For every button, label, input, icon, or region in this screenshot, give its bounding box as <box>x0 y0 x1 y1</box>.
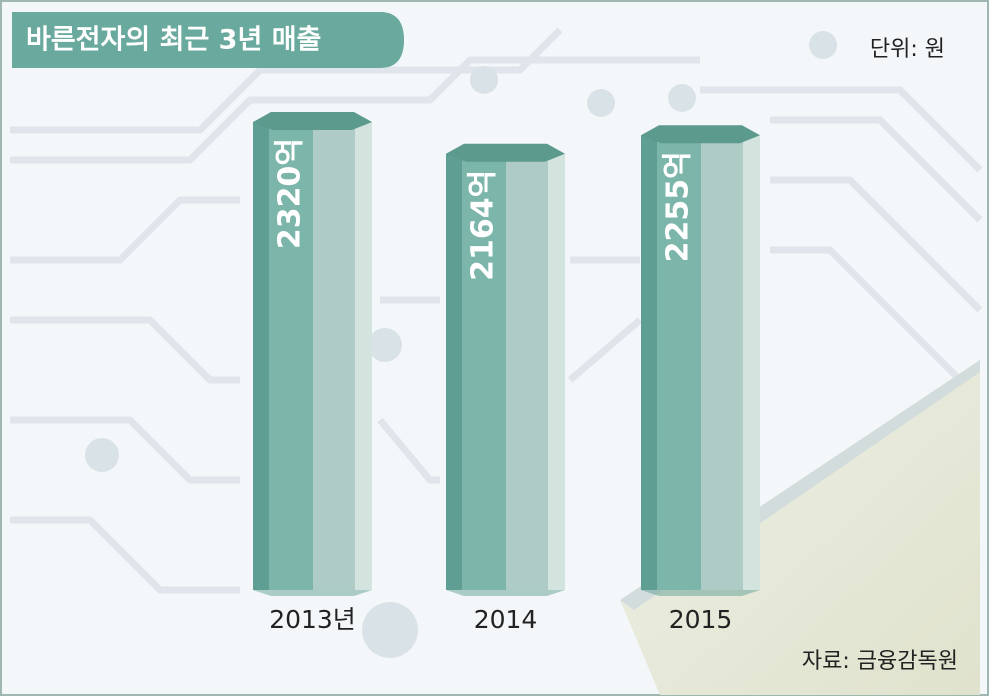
bar-face <box>657 135 701 591</box>
bar <box>446 143 565 596</box>
source-label: 자료: 금융감독원 <box>802 649 958 674</box>
x-tick-label: 2015 <box>669 605 733 634</box>
bar <box>253 112 372 596</box>
bar-bottom <box>641 590 760 596</box>
x-tick-label: 2013년 <box>269 605 356 634</box>
bar-face <box>641 135 657 591</box>
value-label: 2164억 <box>466 170 501 281</box>
unit-label: 단위: 원 <box>870 37 945 62</box>
bar-bottom <box>253 590 372 596</box>
bar-face <box>462 153 506 591</box>
bar-top <box>446 143 565 162</box>
bar-face <box>701 135 743 591</box>
bar-face <box>313 122 355 590</box>
bar-face <box>269 122 313 590</box>
chart-title: 바른전자의 최근 3년 매출 <box>26 25 321 56</box>
bar-face <box>446 153 462 591</box>
bar-face <box>506 153 548 591</box>
bar-face <box>253 122 269 590</box>
bar-top <box>641 125 760 144</box>
x-tick-label: 2014 <box>474 605 538 634</box>
bar <box>641 125 760 596</box>
title-tab <box>12 12 404 68</box>
bar-face <box>355 122 372 590</box>
bar-face <box>548 153 565 591</box>
bar-bottom <box>446 590 565 596</box>
value-label: 2255억 <box>661 151 696 262</box>
value-label: 2320억 <box>273 138 308 249</box>
bar-face <box>743 135 760 591</box>
bar-top <box>253 112 372 130</box>
